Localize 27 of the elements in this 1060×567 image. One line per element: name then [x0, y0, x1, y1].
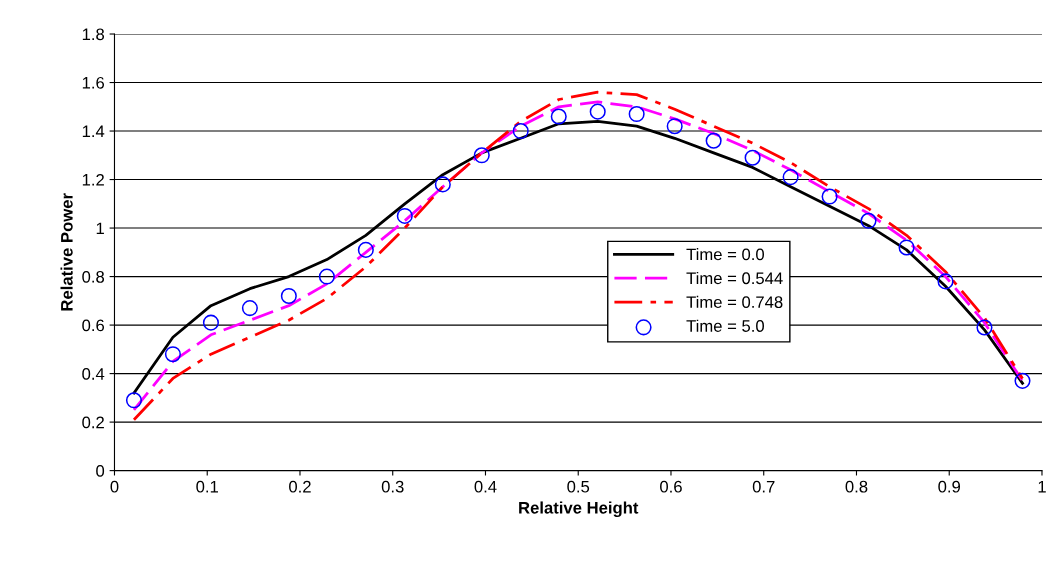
y-tick-label: 1.2 [82, 173, 104, 186]
y-tick-label: 1.6 [82, 76, 105, 89]
x-tick-label: 0.8 [845, 480, 868, 493]
y-tick-label: 1 [96, 222, 104, 235]
x-tick-label: 0.3 [381, 480, 404, 493]
legend-label: Time = 0.0 [686, 248, 765, 261]
y-tick-label: 0.4 [82, 367, 105, 380]
y-tick-label: 0.8 [82, 270, 105, 283]
y-axis-title: Relative Power [60, 193, 73, 311]
x-tick-label: 0.6 [660, 480, 682, 493]
legend-label: Time = 0.748 [686, 295, 783, 309]
x-tick-label: 0.9 [938, 480, 961, 493]
y-tick-label: 1.4 [82, 125, 105, 138]
y-tick-label: 0 [96, 465, 105, 477]
legend-label: Time = 0.544 [686, 271, 783, 285]
legend-label: Time = 5.0 [686, 319, 765, 332]
x-tick-label: 0.5 [567, 480, 590, 493]
x-tick-label: 0.2 [289, 480, 311, 493]
x-tick-label: 0.4 [474, 480, 497, 493]
y-tick-label: 0.6 [82, 319, 105, 332]
y-tick-label: 0.2 [82, 416, 104, 429]
x-tick-label: 0 [110, 480, 119, 493]
x-axis-title: Relative Height [519, 501, 639, 518]
x-tick-label: 0.1 [196, 480, 218, 493]
x-tick-label: 0.7 [752, 480, 775, 493]
x-tick-label: 1 [1038, 480, 1046, 493]
y-tick-label: 1.8 [82, 28, 105, 41]
